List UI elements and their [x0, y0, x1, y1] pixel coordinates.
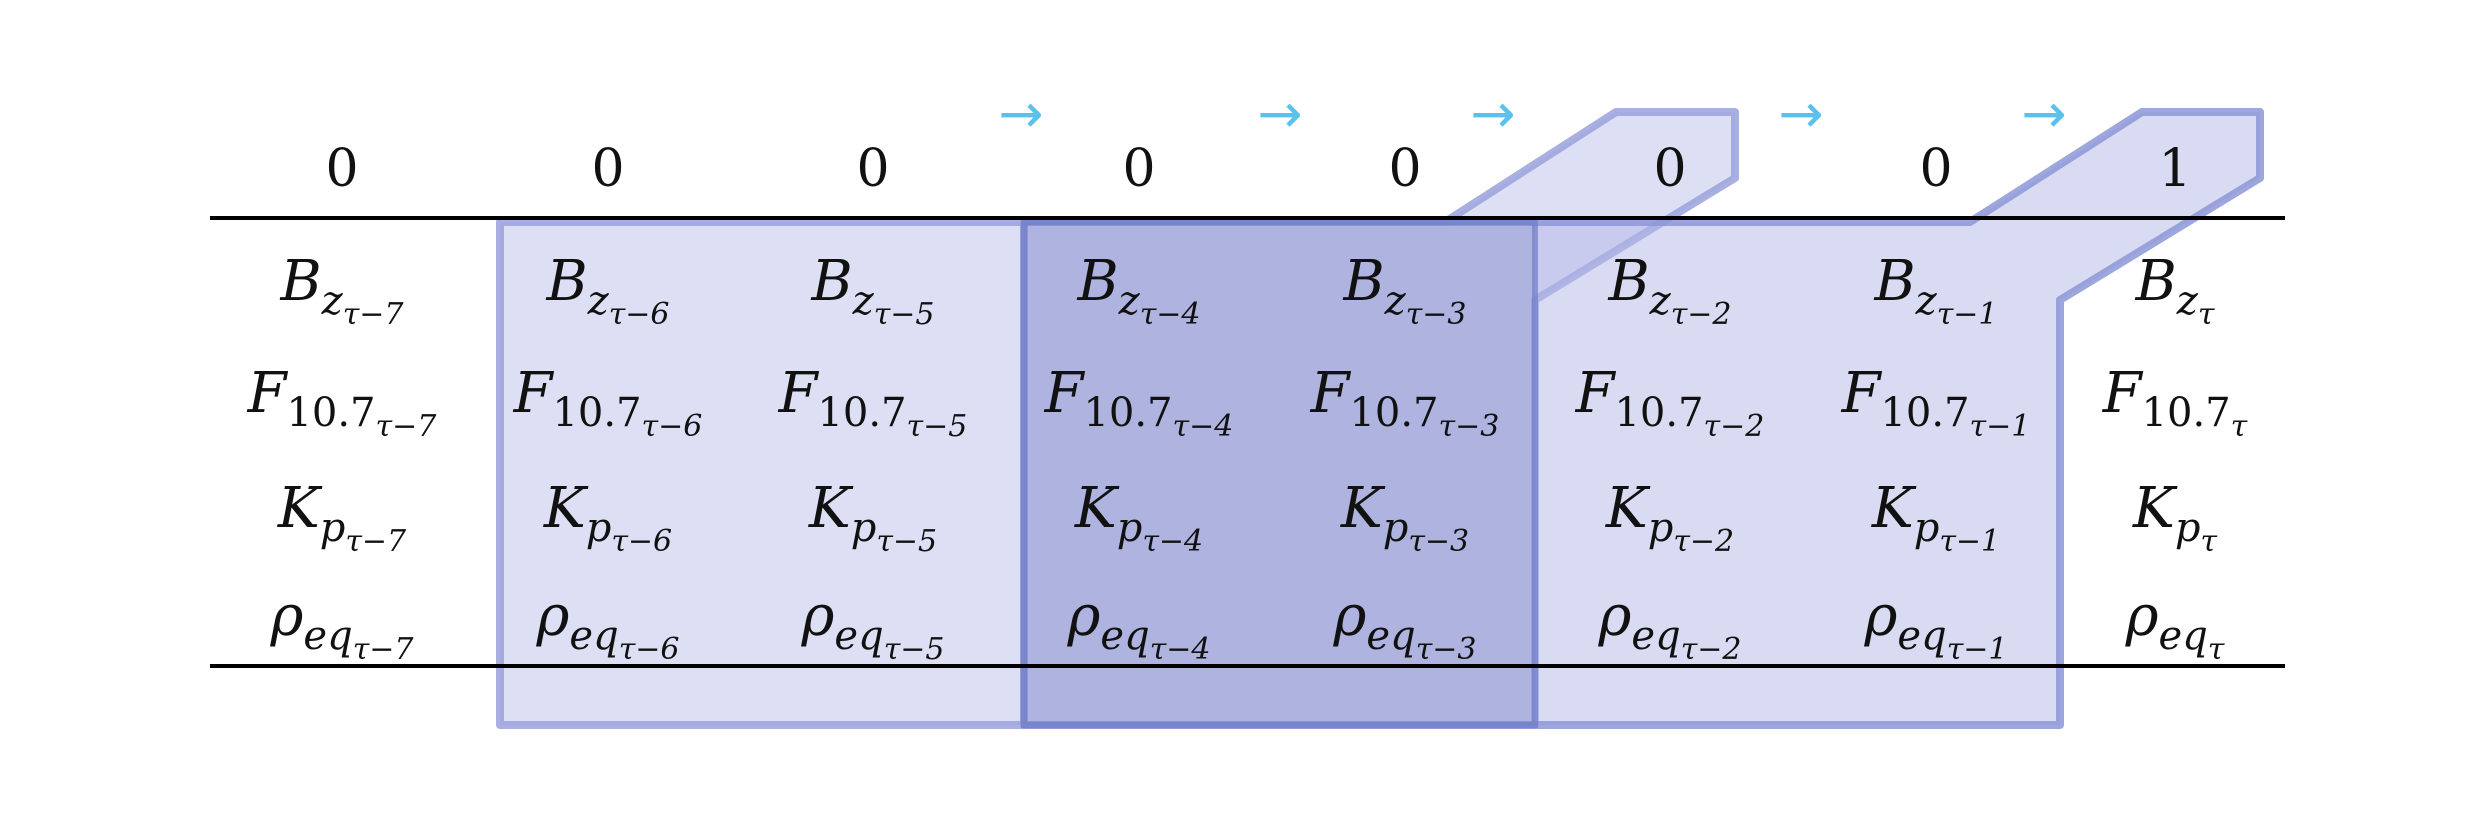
- header-row: 0 0 0 0 0 0 0 1: [325, 139, 2191, 199]
- header-value-1: 0: [325, 139, 358, 199]
- window-overlap-shape: [1021, 219, 1538, 728]
- header-value-4: 0: [1122, 139, 1155, 199]
- cell-eq-7: ρeqτ−1: [1863, 584, 2007, 667]
- cell-z-1: Bzτ−7: [279, 249, 404, 332]
- arrow-3: →: [1470, 82, 1515, 145]
- header-value-6: 0: [1653, 139, 1686, 199]
- cell-p-6: Kpτ−2: [1605, 476, 1734, 559]
- cell-107-2: F10.7τ−6: [513, 361, 703, 444]
- cell-107-4: F10.7τ−4: [1044, 361, 1234, 444]
- cell-107-8: F10.7τ: [2102, 361, 2248, 444]
- table-body: Bzτ−7 Bzτ−6 Bzτ−5 Bzτ−4 Bzτ−3 Bzτ−2 Bzτ−1 Bzτ F1…: [247, 249, 2248, 667]
- arrow-1: →: [998, 82, 1043, 145]
- cell-107-5: F10.7τ−3: [1310, 361, 1500, 444]
- cell-z-5: Bzτ−3: [1342, 249, 1466, 332]
- arrow-4: →: [1778, 82, 1823, 145]
- cell-p-8: Kpτ: [2132, 476, 2217, 559]
- arrow-group: → → → → →: [998, 82, 2066, 145]
- header-value-8: 1: [2158, 139, 2191, 199]
- cell-eq-4: ρeqτ−4: [1066, 584, 1210, 667]
- cell-z-6: Bzτ−2: [1607, 249, 1731, 332]
- cell-107-1: F10.7τ−7: [247, 361, 438, 444]
- cell-p-4: Kpτ−4: [1074, 476, 1203, 559]
- cell-eq-2: ρeqτ−6: [535, 584, 679, 667]
- cell-eq-1: ρeqτ−7: [269, 584, 414, 667]
- cell-p-3: Kpτ−5: [808, 476, 937, 559]
- cell-p-2: Kpτ−6: [543, 476, 672, 559]
- arrow-2: →: [1257, 82, 1302, 145]
- cell-z-3: Bzτ−5: [810, 249, 934, 332]
- header-value-5: 0: [1388, 139, 1421, 199]
- cell-p-1: Kpτ−7: [277, 476, 407, 559]
- header-value-2: 0: [591, 139, 624, 199]
- cell-p-7: Kpτ−1: [1871, 476, 2000, 559]
- cell-eq-6: ρeqτ−2: [1597, 584, 1741, 667]
- cell-eq-5: ρeqτ−3: [1332, 584, 1476, 667]
- cell-107-6: F10.7τ−2: [1575, 361, 1765, 444]
- arrow-5: →: [2021, 82, 2066, 145]
- cell-p-5: Kpτ−3: [1340, 476, 1469, 559]
- cell-z-7: Bzτ−1: [1873, 249, 1997, 332]
- cell-107-3: F10.7τ−5: [778, 361, 968, 444]
- cell-z-8: Bzτ: [2135, 249, 2215, 332]
- cell-eq-8: ρeqτ: [2125, 584, 2225, 667]
- cell-107-7: F10.7τ−1: [1841, 361, 2031, 444]
- cell-z-4: Bzτ−4: [1076, 249, 1200, 332]
- cell-z-2: Bzτ−6: [545, 249, 669, 332]
- header-value-7: 0: [1919, 139, 1952, 199]
- cell-eq-3: ρeqτ−5: [800, 584, 944, 667]
- header-value-3: 0: [856, 139, 889, 199]
